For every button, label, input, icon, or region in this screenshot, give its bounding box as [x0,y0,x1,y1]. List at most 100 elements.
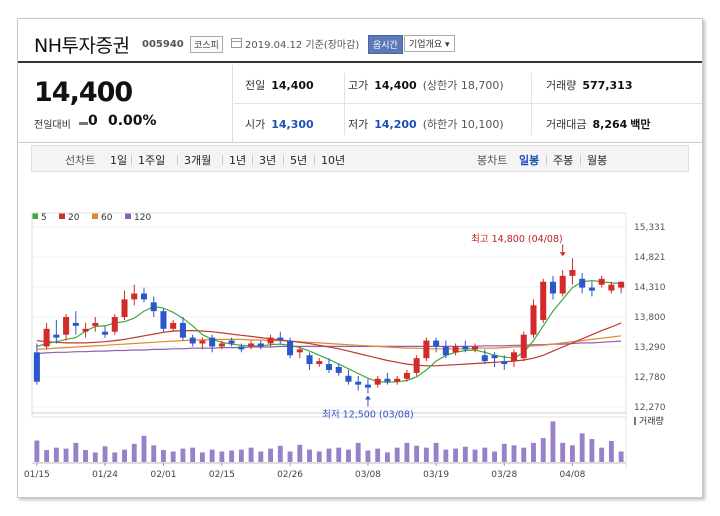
candle-body [53,334,60,338]
y-tick-label: 13,800 [634,313,666,323]
candle-body [374,378,381,385]
volume-bar [122,449,127,462]
volume-bar [73,442,79,462]
candle-body [102,331,109,335]
separator [314,155,315,165]
period-3y[interactable]: 3년 [259,154,277,167]
candle-body [472,346,479,350]
amount-cell: 거래대금 8,264 백만 [546,116,651,132]
high-label: 고가 [348,79,369,92]
x-tick-label: 01/24 [92,470,118,480]
candle-body [248,343,255,347]
volume-bar [34,440,40,462]
candle-body [462,346,469,350]
candle-body [433,340,440,347]
title-bar: NH투자증권 005940 코스피 2019.04.12 기준(장마감) 음시간… [18,19,702,63]
candle-body [608,284,615,291]
candle-body [491,355,498,359]
candle-body [257,343,264,347]
market-badge: 코스피 [190,36,223,53]
candle-body [569,269,576,276]
base-date: 2019.04.12 기준(장마감) [245,40,360,51]
volume-value: 577,313 [582,79,633,92]
volume-bar [258,451,264,462]
stock-code: 005940 [142,39,184,50]
candle-body [530,305,537,335]
volume-bar [404,442,410,462]
low-annotation: 최저 12,500 (03/08) [322,409,414,420]
volume-bar [492,451,497,462]
candle-daily[interactable]: 일봉 [519,154,540,167]
lower-limit: (하한가 10,100) [422,118,504,131]
candle-body [384,378,391,382]
y-tick-label: 14,821 [634,253,666,263]
period-1w[interactable]: 1주일 [138,154,166,167]
low-marker-arrow [364,395,371,400]
period-3m[interactable]: 3개월 [184,154,212,167]
high-marker-arrow [559,252,566,257]
current-price: 14,400 [34,77,133,108]
volume-bar [287,451,293,462]
candle-body [131,293,138,300]
realtime-button[interactable]: 음시간 [368,35,403,54]
date-axis: 01/15 01/24 02/01 02/15 02/26 03/08 03/19 03/28… [24,462,626,480]
volume-bar [375,448,381,462]
volume-bar [316,451,322,462]
legend-swatch-5 [32,213,38,219]
candlestick-chart-svg: 5 20 60 120 15,33114,82114,31013,80013,2901… [24,212,666,480]
stock-name[interactable]: NH투자증권 [34,35,130,57]
legend-label-60: 60 [101,213,113,223]
candle-body [267,337,274,344]
candle-body [189,337,196,344]
volume-bar [394,447,400,462]
candle-body [150,302,157,312]
candle-body [82,328,89,332]
volume-bar [102,446,108,462]
candle-chart-label: 봉차트 [477,154,508,167]
volume-bar [414,445,420,462]
legend-swatch-120 [125,213,131,219]
candle-body [345,375,352,382]
candle-body [72,322,79,326]
period-1d[interactable]: 1일 [110,154,128,167]
volume-bar [326,448,332,462]
volume-bar [44,450,50,462]
volume-bar [540,438,546,462]
company-overview-dropdown[interactable]: 기업개요 ▾ [404,35,455,52]
separator [252,155,253,165]
volume-bar [462,446,468,462]
price-grid: 15,331 14,821 14,310 13,800 13,290 12,780 12,2… [31,212,666,469]
separator [546,155,547,165]
candle-body [228,340,235,344]
candle-body [588,287,595,291]
y-tick-label: 15,331 [634,223,666,233]
unchanged-icon [79,122,88,125]
candle-body [170,322,177,329]
x-tick-label: 03/08 [355,470,381,480]
low-cell: 저가 14,200 (하한가 10,100) [348,116,504,132]
period-10y[interactable]: 10년 [321,154,346,167]
volume-legend-mark [634,417,636,425]
volume-legend-label: 거래량 [639,415,664,427]
candle-body [501,361,508,365]
volume-bar [589,439,595,462]
volume-bar [482,447,488,462]
candle-weekly[interactable]: 주봉 [553,154,574,167]
volume-cell: 거래량 577,313 [546,77,632,93]
candle-body [549,281,556,294]
volume-bar [453,448,459,462]
period-5y[interactable]: 5년 [290,154,308,167]
column-divider [344,73,345,135]
annotations: 최고 14,800 (04/08) 최저 12,500 (03/08) [322,234,566,420]
candle-body [63,317,70,335]
candle-monthly[interactable]: 월봉 [587,154,608,167]
legend-label-120: 120 [134,213,151,223]
volume-bar [570,445,575,462]
period-1y[interactable]: 1년 [229,154,247,167]
candle-body [394,378,401,382]
candle-body [325,364,333,370]
volume-bar [384,452,390,462]
candle-body [520,334,527,359]
candle-body [209,337,216,347]
separator [283,155,284,165]
